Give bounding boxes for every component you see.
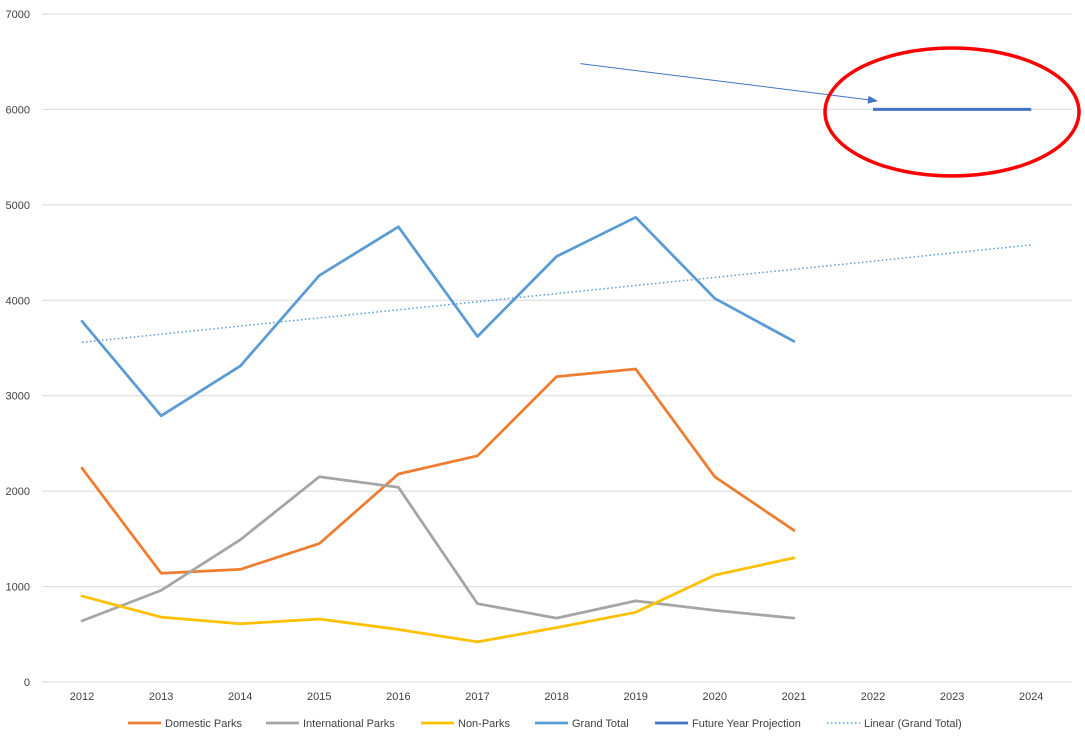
x-tick-label: 2016 [386, 691, 410, 703]
legend-label: Non-Parks [458, 718, 510, 730]
annotation-arrow [580, 63, 878, 104]
legend-item: Linear (Grand Total) [827, 718, 962, 730]
gridlines [42, 13, 1072, 683]
annotation-ellipse [823, 46, 1081, 178]
legend-label: Future Year Projection [692, 718, 801, 730]
series-lines [80, 107, 1032, 644]
legend-item: Future Year Projection [655, 718, 801, 730]
series-line-domestic-parks [80, 367, 796, 575]
legend-label: International Parks [303, 718, 395, 730]
x-tick-label: 2017 [465, 691, 489, 703]
legend-item: Domestic Parks [128, 718, 243, 730]
y-tick-label: 0 [24, 677, 30, 689]
x-tick-label: 2024 [1019, 691, 1043, 703]
legend-item: Non-Parks [421, 718, 510, 730]
x-tick-label: 2019 [623, 691, 647, 703]
series-line-international-parks [80, 475, 796, 623]
series-line-non-parks [80, 556, 796, 644]
x-tick-label: 2015 [307, 691, 331, 703]
y-tick-label: 4000 [6, 295, 30, 307]
x-tick-label: 2022 [861, 691, 885, 703]
legend-label: Grand Total [572, 718, 629, 730]
legend-label: Domestic Parks [165, 718, 243, 730]
y-tick-label: 3000 [6, 391, 30, 403]
y-tick-label: 6000 [6, 104, 30, 116]
series-line-grand-total [80, 215, 796, 418]
x-tick-label: 2014 [228, 691, 252, 703]
x-tick-label: 2021 [782, 691, 806, 703]
x-tick-label: 2018 [544, 691, 568, 703]
legend-label: Linear (Grand Total) [864, 718, 962, 730]
legend: Domestic Parks International Parks Non-Par… [128, 718, 962, 730]
x-tick-label: 2023 [940, 691, 964, 703]
x-tick-label: 2012 [70, 691, 94, 703]
y-tick-label: 2000 [6, 486, 30, 498]
series-line-linear-grand-total [81, 244, 1032, 344]
y-tick-label: 1000 [6, 582, 30, 594]
legend-item: International Parks [266, 718, 395, 730]
legend-item: Grand Total [535, 718, 629, 730]
y-tick-label: 7000 [6, 9, 30, 21]
x-tick-label: 2013 [149, 691, 173, 703]
y-tick-label: 5000 [6, 200, 30, 212]
annotations [580, 46, 1081, 178]
axes: 0 1000 2000 3000 4000 5000 6000 7000 2012 2013 201… [6, 9, 1044, 703]
x-tick-label: 2020 [703, 691, 727, 703]
